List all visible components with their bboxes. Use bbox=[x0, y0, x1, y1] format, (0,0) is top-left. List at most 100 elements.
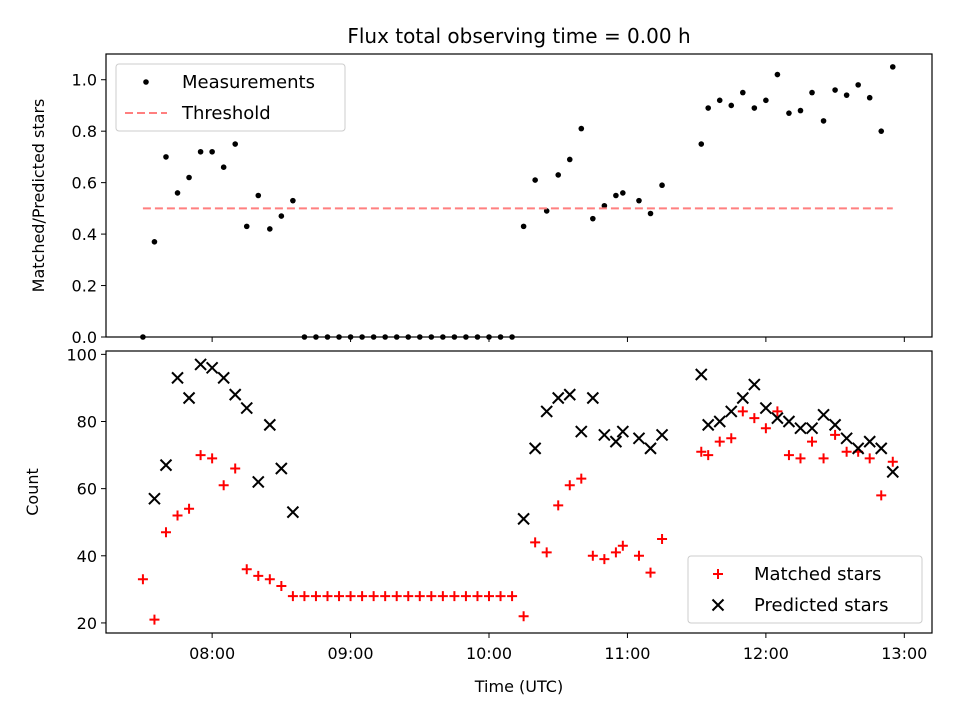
top-ytick-label: 0.6 bbox=[72, 174, 97, 193]
measurement-point bbox=[555, 172, 562, 178]
matched-star-point bbox=[564, 480, 575, 491]
measurement-point bbox=[532, 177, 538, 183]
matched-star-point bbox=[322, 591, 333, 602]
matched-star-point bbox=[472, 591, 483, 602]
measurement-point bbox=[751, 105, 758, 111]
matched-star-point bbox=[449, 591, 460, 602]
predicted-star-point bbox=[228, 388, 242, 401]
matched-star-point bbox=[645, 567, 656, 578]
measurement-point bbox=[174, 190, 181, 196]
matched-star-point bbox=[334, 591, 345, 602]
xtick-label: 12:00 bbox=[743, 644, 789, 663]
predicted-star-point bbox=[286, 505, 300, 519]
matched-star-point bbox=[807, 436, 818, 447]
matched-star-point bbox=[276, 581, 287, 591]
matched-star-point bbox=[633, 550, 644, 561]
top-legend: Measurements Threshold bbox=[115, 63, 346, 132]
measurement-point bbox=[301, 334, 308, 340]
measurement-point bbox=[324, 334, 331, 340]
xtick-label: 08:00 bbox=[189, 644, 235, 663]
legend-box bbox=[115, 63, 346, 132]
measurement-point bbox=[763, 97, 769, 104]
legend-label: Measurements bbox=[182, 72, 315, 93]
measurement-point bbox=[832, 87, 838, 93]
bottom-series-1 bbox=[148, 358, 899, 526]
predicted-star-point bbox=[644, 442, 657, 455]
predicted-star-point bbox=[171, 371, 184, 385]
matched-star-point bbox=[876, 490, 887, 501]
predicted-star-point bbox=[817, 408, 830, 421]
matched-star-point bbox=[391, 591, 402, 602]
predicted-star-point bbox=[194, 358, 207, 371]
measurement-point bbox=[809, 89, 815, 96]
matched-star-point bbox=[357, 591, 368, 602]
top-ytick-label: 0.2 bbox=[72, 277, 97, 296]
bottom-ytick-label: 20 bbox=[77, 614, 97, 633]
predicted-star-point bbox=[863, 435, 876, 448]
bottom-series-0 bbox=[137, 406, 898, 625]
legend-label: Matched stars bbox=[754, 564, 881, 585]
xtick-label: 09:00 bbox=[328, 644, 374, 663]
predicted-star-point bbox=[263, 418, 277, 432]
matched-star-point bbox=[818, 453, 829, 464]
predicted-star-point bbox=[713, 415, 726, 428]
matched-star-point bbox=[553, 500, 564, 511]
measurement-point bbox=[486, 334, 492, 340]
xtick-label: 13:00 bbox=[881, 644, 927, 663]
predicted-star-point bbox=[828, 418, 842, 432]
matched-star-point bbox=[518, 611, 529, 622]
predicted-star-point bbox=[701, 418, 715, 432]
measurement-point bbox=[698, 141, 705, 147]
matched-star-point bbox=[541, 547, 552, 558]
legend-label: Predicted stars bbox=[754, 595, 888, 616]
measurement-point bbox=[878, 128, 885, 134]
matched-star-point bbox=[149, 614, 160, 625]
matched-star-point bbox=[887, 456, 898, 467]
matched-star-point bbox=[657, 534, 668, 544]
measurement-point bbox=[313, 334, 319, 340]
matched-star-point bbox=[795, 453, 806, 464]
bottom-ytick-label: 60 bbox=[77, 480, 97, 499]
matched-star-point bbox=[726, 433, 737, 444]
measurement-point bbox=[543, 208, 550, 214]
measurement-point bbox=[197, 148, 204, 155]
measurement-point bbox=[613, 192, 619, 199]
matched-star-point bbox=[703, 450, 714, 461]
measurement-point bbox=[740, 89, 746, 96]
predicted-star-point bbox=[205, 361, 219, 374]
legend-box bbox=[687, 555, 923, 624]
matched-star-point bbox=[772, 406, 783, 417]
measurement-point bbox=[705, 105, 711, 111]
matched-star-point bbox=[749, 413, 760, 424]
x-axis-label: Time (UTC) bbox=[474, 677, 563, 696]
top-ytick-label: 1.0 bbox=[72, 71, 97, 90]
predicted-star-point bbox=[275, 462, 288, 475]
predicted-star-point bbox=[840, 432, 853, 445]
measurement-point bbox=[370, 334, 377, 340]
matched-star-point bbox=[530, 537, 541, 548]
matched-star-point bbox=[599, 554, 610, 565]
matched-star-point bbox=[264, 574, 275, 585]
matched-star-point bbox=[830, 429, 841, 440]
matched-star-point bbox=[484, 591, 495, 602]
matched-star-point bbox=[617, 540, 628, 551]
matched-star-point bbox=[310, 591, 321, 602]
matched-star-point bbox=[414, 591, 425, 602]
top-ytick-label: 0.0 bbox=[72, 328, 97, 347]
top-chart-title: Flux total observing time = 0.00 h bbox=[347, 24, 690, 48]
measurement-point bbox=[382, 334, 388, 340]
measurement-point bbox=[716, 97, 723, 104]
matched-star-point bbox=[230, 463, 241, 474]
matched-star-point bbox=[253, 570, 264, 581]
predicted-star-point bbox=[517, 512, 530, 526]
measurement-point bbox=[843, 92, 850, 98]
measurement-point bbox=[209, 148, 215, 155]
measurement-point bbox=[290, 197, 296, 204]
measurement-point bbox=[601, 202, 608, 209]
matched-star-point bbox=[426, 591, 437, 602]
measurement-point bbox=[232, 141, 239, 147]
matched-star-point bbox=[241, 564, 252, 575]
predicted-star-point bbox=[725, 405, 738, 418]
measurement-point bbox=[566, 156, 573, 163]
